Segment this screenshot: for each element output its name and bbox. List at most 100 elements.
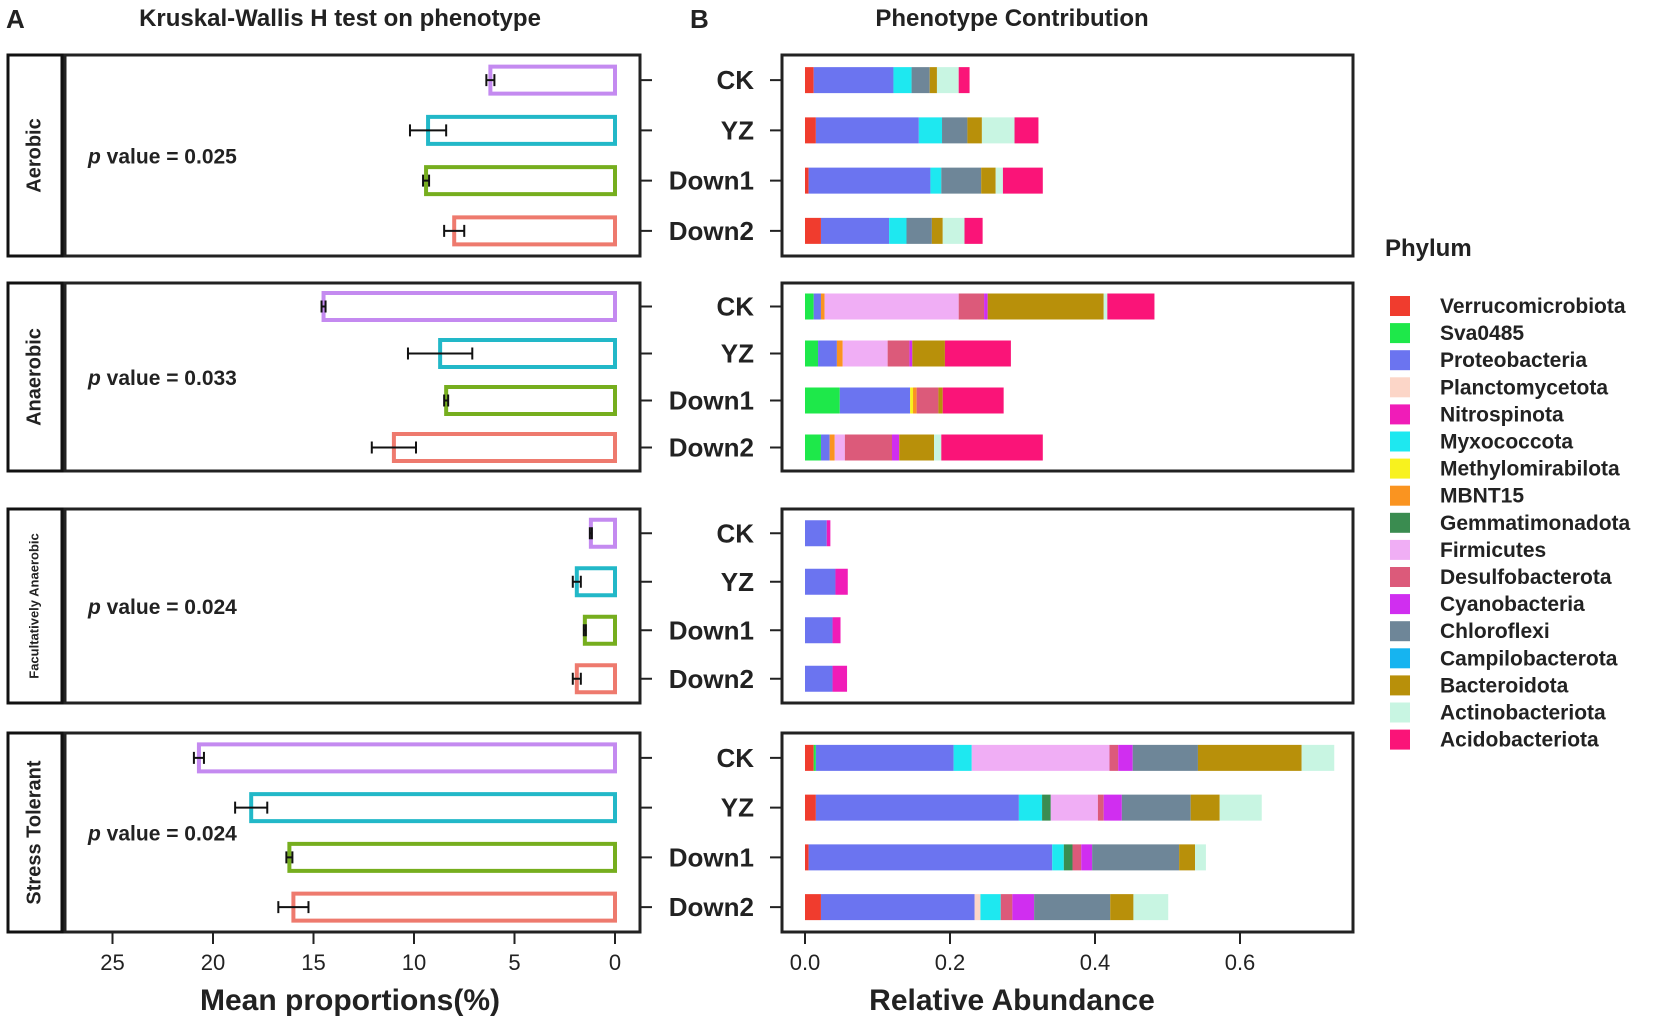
stack-segment-desulfobacterota [844, 434, 892, 461]
legend-swatch-myxococcota [1390, 431, 1410, 452]
facet-strip-label: Anaerobic [23, 328, 45, 426]
left-x-tick-label: 25 [100, 950, 124, 975]
legend-label-myxococcota: Myxococcota [1440, 431, 1573, 454]
stack-segment-verrucomicrobiota [805, 794, 816, 821]
right-facet-box [780, 731, 1355, 934]
stack-segment-myxococcota [1052, 844, 1064, 871]
facet-anaerobic: Anaerobic p value = 0.033 CK YZ Down1 Down2 [6, 281, 1355, 473]
facets: Aerobic p value = 0.025CKYZDown1Down2Anae… [6, 53, 1355, 934]
legend-label-desulfobacterota: Desulfobacterota [1440, 566, 1612, 589]
stack-segment-bacteroidota [1110, 894, 1134, 921]
left-facet-box [63, 281, 642, 473]
stack-segment-proteobacteria [805, 568, 836, 595]
category-label-down2: Down2 [669, 892, 754, 922]
stack-segment-verrucomicrobiota [805, 217, 821, 244]
stack-segment-desulfobacterota [1097, 794, 1104, 821]
right-x-tick-label: 0.0 [790, 950, 821, 975]
legend-label-cyanobacteria: Cyanobacteria [1440, 593, 1585, 616]
legend-swatch-planctomycetota [1390, 377, 1410, 398]
mean-bar-ck [488, 64, 618, 96]
mean-bar-down1 [582, 614, 617, 646]
mean-bar-down2 [574, 663, 617, 695]
category-label-ck: CK [716, 518, 754, 548]
p-value-text: value = 0.025 [107, 146, 238, 169]
left-x-tick-label: 5 [508, 950, 520, 975]
p-symbol: p [87, 367, 107, 390]
stack-segment-acidobacteriota [1002, 167, 1043, 194]
legend-label-campilobacterota: Campilobacterota [1440, 647, 1618, 670]
stack-segment-proteobacteria [815, 794, 1019, 821]
legend-label-chloroflexi: Chloroflexi [1440, 620, 1550, 643]
stack-segment-proteobacteria [805, 665, 833, 692]
legend-label-methylomirabilota: Methylomirabilota [1440, 458, 1620, 481]
stack-segment-proteobacteria [808, 844, 1053, 871]
category-label-ck: CK [716, 65, 754, 95]
legend-label-proteobacteria: Proteobacteria [1440, 349, 1587, 372]
stack-segment-bacteroidota [899, 434, 935, 461]
stack-segment-proteobacteria [839, 387, 911, 414]
stack-segment-bacteroidota [987, 293, 1104, 320]
stack-segment-planctomycetota [974, 894, 981, 921]
stack-segment-myxococcota [918, 117, 943, 144]
mean-bar-yz [249, 792, 617, 824]
right-x-axis-label: Relative Abundance [869, 984, 1155, 1017]
left-facet-box [63, 53, 642, 258]
stack-segment-verrucomicrobiota [805, 844, 809, 871]
p-value-label: p value = 0.033 [87, 367, 237, 390]
stack-segment-chloroflexi [1132, 744, 1198, 771]
panel-label-b: B [690, 4, 709, 34]
legend-label-mbnt15: MBNT15 [1440, 485, 1524, 508]
stack-segment-acidobacteriota [1014, 117, 1039, 144]
right-x-tick-label: 0.2 [935, 950, 966, 975]
stack-segment-acidobacteriota [941, 434, 1043, 461]
stack-segment-proteobacteria [815, 744, 954, 771]
p-value-text: value = 0.033 [107, 367, 237, 390]
right-x-tick-label: 0.6 [1225, 950, 1256, 975]
facet-strip [6, 731, 64, 934]
category-label-ck: CK [716, 292, 754, 322]
category-label-yz: YZ [721, 567, 754, 597]
category-label-down2: Down2 [669, 664, 754, 694]
stack-segment-actinobacteriota [1103, 293, 1108, 320]
stack-segment-proteobacteria [815, 117, 919, 144]
stack-segment-proteobacteria [805, 520, 827, 547]
category-label-yz: YZ [721, 339, 754, 369]
stack-segment-sva0485 [805, 293, 814, 320]
facet-strip-label: Stress Tolerant [23, 760, 45, 904]
legend-swatch-proteobacteria [1390, 350, 1410, 371]
legend-swatch-nitrospinota [1390, 404, 1410, 425]
stack-segment-actinobacteriota [936, 67, 959, 94]
stack-segment-cyanobacteria [892, 434, 900, 461]
legend-label-actinobacteriota: Actinobacteriota [1440, 702, 1606, 725]
stack-segment-chloroflexi [942, 117, 968, 144]
stack-segment-actinobacteriota [981, 117, 1015, 144]
p-symbol: p [87, 596, 107, 619]
stack-segment-mbnt15 [913, 387, 917, 414]
stack-segment-proteobacteria [805, 617, 833, 644]
stack-segment-actinobacteriota [934, 434, 942, 461]
mean-bar-ck [588, 517, 618, 549]
stack-segment-nitrospinota [826, 520, 831, 547]
legend: Verrucomicrobiota Sva0485 Proteobacteria Pl… [1390, 295, 1631, 752]
stack-segment-chloroflexi [1092, 844, 1180, 871]
stack-segment-cyanobacteria [909, 340, 913, 367]
legend-swatch-chloroflexi [1390, 621, 1410, 642]
stack-segment-chloroflexi [1034, 894, 1111, 921]
stack-segment-verrucomicrobiota [805, 67, 814, 94]
stack-segment-desulfobacterota [887, 340, 910, 367]
stack-segment-cyanobacteria [984, 293, 988, 320]
stack-segment-cyanobacteria [1118, 744, 1133, 771]
stack-segment-bacteroidota [967, 117, 982, 144]
stack-segment-verrucomicrobiota [805, 894, 821, 921]
facet-strip [6, 53, 64, 258]
stack-segment-actinobacteriota [1219, 794, 1262, 821]
mean-bar-down2 [291, 891, 617, 923]
legend-label-verrucomicrobiota: Verrucomicrobiota [1440, 295, 1626, 318]
stack-segment-proteobacteria [820, 894, 975, 921]
facet-strip [6, 507, 64, 705]
right-x-tick-label: 0.4 [1080, 950, 1111, 975]
stack-segment-nitrospinota [832, 665, 848, 692]
p-value-label: p value = 0.025 [87, 146, 237, 169]
right-facet-box [780, 281, 1355, 473]
